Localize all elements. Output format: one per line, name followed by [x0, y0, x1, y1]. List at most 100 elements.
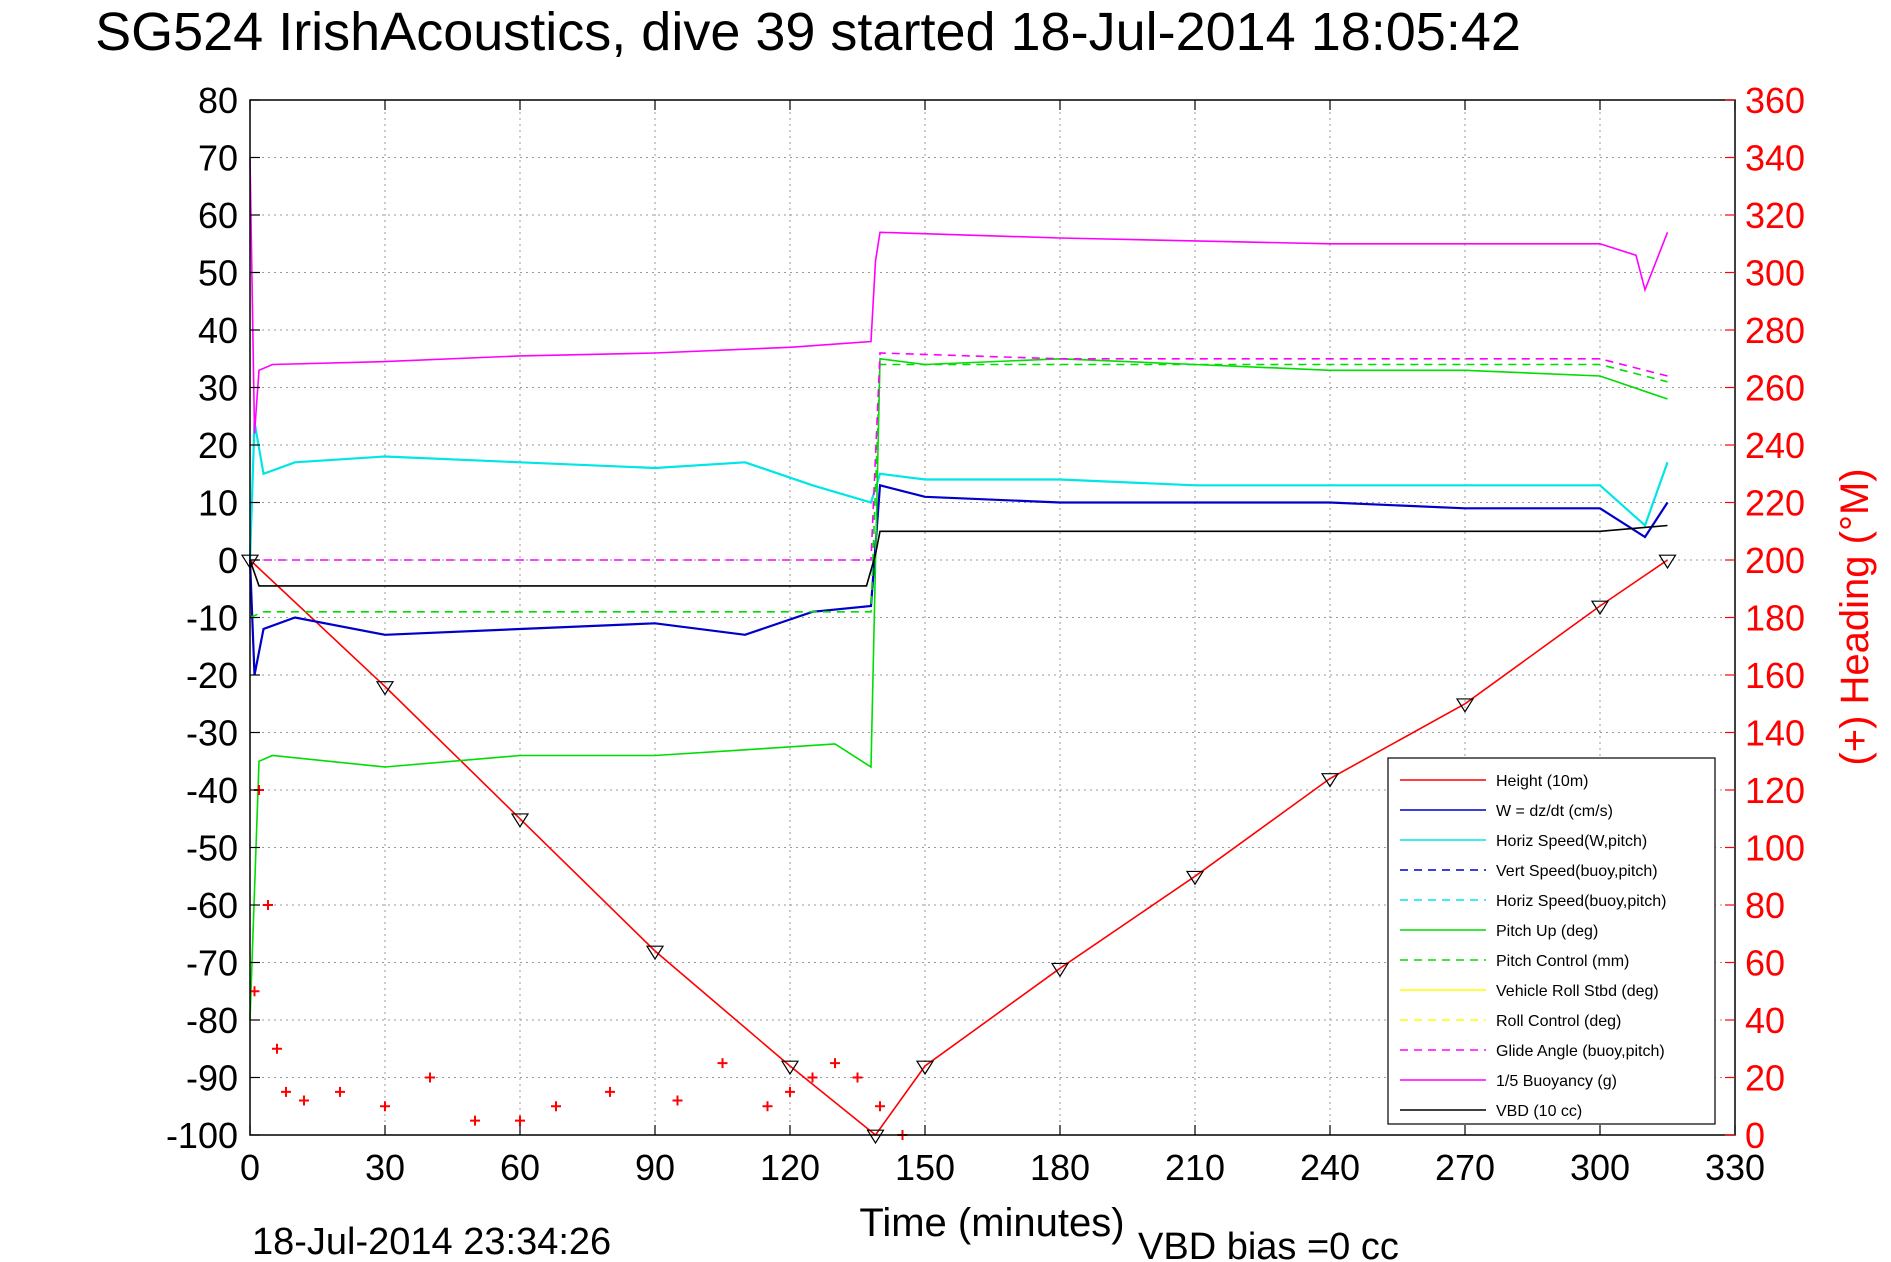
x-tick-label: 240	[1300, 1147, 1360, 1188]
legend-label: Horiz Speed(W,pitch)	[1496, 833, 1647, 850]
heading-point	[785, 1086, 795, 1097]
heading-point	[852, 1072, 863, 1083]
height-triangle	[1455, 698, 1475, 713]
heading-point	[672, 1095, 683, 1106]
y-tick-label: -10	[186, 598, 238, 639]
heading-point	[551, 1101, 561, 1112]
heading-point	[272, 1043, 282, 1054]
legend-label: VBD (10 cc)	[1496, 1103, 1582, 1120]
y2-tick-label: 320	[1745, 195, 1805, 236]
x-tick-label: 210	[1165, 1147, 1225, 1188]
y-tick-label: 50	[198, 253, 238, 294]
legend-label: Vert Speed(buoy,pitch)	[1496, 863, 1658, 880]
y2-tick-label: 360	[1745, 80, 1805, 121]
heading-point	[717, 1058, 728, 1069]
series-layer	[248, 157, 1669, 1137]
y2-tick-label: 80	[1745, 885, 1785, 926]
height-triangle	[780, 1060, 800, 1076]
height-triangle	[510, 813, 530, 828]
heading-point	[299, 1095, 309, 1106]
legend-label: 1/5 Buoyancy (g)	[1496, 1073, 1617, 1090]
heading-point	[249, 986, 260, 997]
heading-point	[470, 1115, 480, 1126]
y-tick-label: -20	[186, 655, 238, 696]
x-tick-label: 270	[1435, 1147, 1495, 1188]
y2-tick-label: 220	[1745, 483, 1805, 524]
legend-label: Pitch Up (deg)	[1496, 923, 1598, 940]
y-tick-label: 70	[198, 138, 238, 179]
y2-tick-label: 100	[1745, 828, 1805, 869]
height-triangle	[1320, 773, 1340, 788]
legend-label: Roll Control (deg)	[1496, 1013, 1621, 1030]
legend-label: Glide Angle (buoy,pitch)	[1496, 1043, 1665, 1060]
y-tick-label: 60	[198, 195, 238, 236]
chart-title: SG524 IrishAcoustics, dive 39 started 18…	[95, 2, 1521, 62]
legend-box	[1387, 757, 1716, 1125]
x-tick-label: 30	[365, 1147, 405, 1188]
heading-point	[830, 1058, 840, 1069]
height-triangle	[866, 1129, 885, 1145]
y2-tick-label: 180	[1745, 598, 1805, 639]
height-triangle	[375, 681, 395, 696]
y2-tick-label: 0	[1745, 1115, 1765, 1156]
heading-point	[263, 900, 273, 910]
y-tick-label: 10	[198, 483, 238, 524]
x-tick-label: 120	[760, 1147, 820, 1188]
y-tick-label: -40	[186, 770, 238, 811]
series-line	[249, 559, 1668, 1137]
x-tick-label: 180	[1030, 1147, 1090, 1188]
y2-tick-label: 160	[1745, 655, 1805, 696]
y-tick-label: -30	[186, 713, 238, 754]
heading-point	[425, 1072, 435, 1083]
height-triangle	[1050, 962, 1070, 978]
right-axis-label: (+) Heading (°M)	[1833, 468, 1877, 765]
y2-tick-label: 200	[1745, 540, 1805, 581]
plot-area: 0 30 60 90 120 150 180 210 240 270 300 330807060504…	[166, 80, 1805, 1188]
y2-tick-label: 140	[1745, 713, 1805, 754]
y-tick-label: -80	[186, 1000, 238, 1041]
height-triangle	[1590, 600, 1610, 616]
series-line	[248, 421, 1669, 561]
series-line	[249, 357, 1668, 1021]
heading-markers	[249, 785, 908, 1140]
heading-point	[335, 1086, 345, 1097]
legend: Height (10m) W = dz/dt (cm/s) Horiz Speed(…	[1387, 757, 1716, 1125]
heading-point	[281, 1086, 291, 1097]
y2-tick-label: 40	[1745, 1000, 1785, 1041]
x-tick-label: 60	[500, 1147, 540, 1188]
legend-label: W = dz/dt (cm/s)	[1496, 803, 1613, 820]
x-tick-label: 0	[240, 1147, 260, 1188]
heading-point	[605, 1086, 615, 1097]
y-tick-label: 20	[198, 425, 238, 466]
x-tick-label: 330	[1705, 1147, 1765, 1188]
legend-label: Pitch Control (mm)	[1496, 953, 1629, 970]
footer-timestamp: 18-Jul-2014 23:34:26	[252, 1221, 611, 1262]
series-line	[249, 363, 1668, 619]
y2-tick-label: 60	[1745, 943, 1785, 984]
x-tick-label: 300	[1570, 1147, 1630, 1188]
legend-label: Horiz Speed(buoy,pitch)	[1496, 893, 1666, 910]
heading-point	[875, 1101, 885, 1112]
footer-vbd-bias: VBD bias =0 cc	[1138, 1226, 1399, 1262]
y-tick-label: -60	[186, 885, 238, 926]
y2-tick-label: 120	[1745, 770, 1805, 811]
y2-tick-label: 280	[1745, 310, 1805, 351]
x-tick-label: 150	[895, 1147, 955, 1188]
height-triangle	[1185, 870, 1205, 886]
y-tick-label: 80	[198, 80, 238, 121]
series-line	[250, 352, 1668, 561]
series-line	[249, 524, 1668, 587]
height-triangle-markers	[240, 554, 1677, 1145]
heading-point	[515, 1115, 525, 1126]
series-line	[248, 483, 1669, 676]
height-triangle	[915, 1060, 935, 1076]
y2-tick-label: 240	[1745, 425, 1805, 466]
axis-ticks: 0 30 60 90 120 150 180 210 240 270 300 330807060504…	[166, 80, 1805, 1188]
x-tick-label: 90	[635, 1147, 675, 1188]
x-axis-label: Time (minutes)	[859, 1201, 1124, 1245]
heading-point	[380, 1101, 390, 1112]
legend-label: Vehicle Roll Stbd (deg)	[1496, 983, 1659, 1000]
y-tick-label: 30	[198, 368, 238, 409]
height-triangle	[1658, 554, 1677, 570]
